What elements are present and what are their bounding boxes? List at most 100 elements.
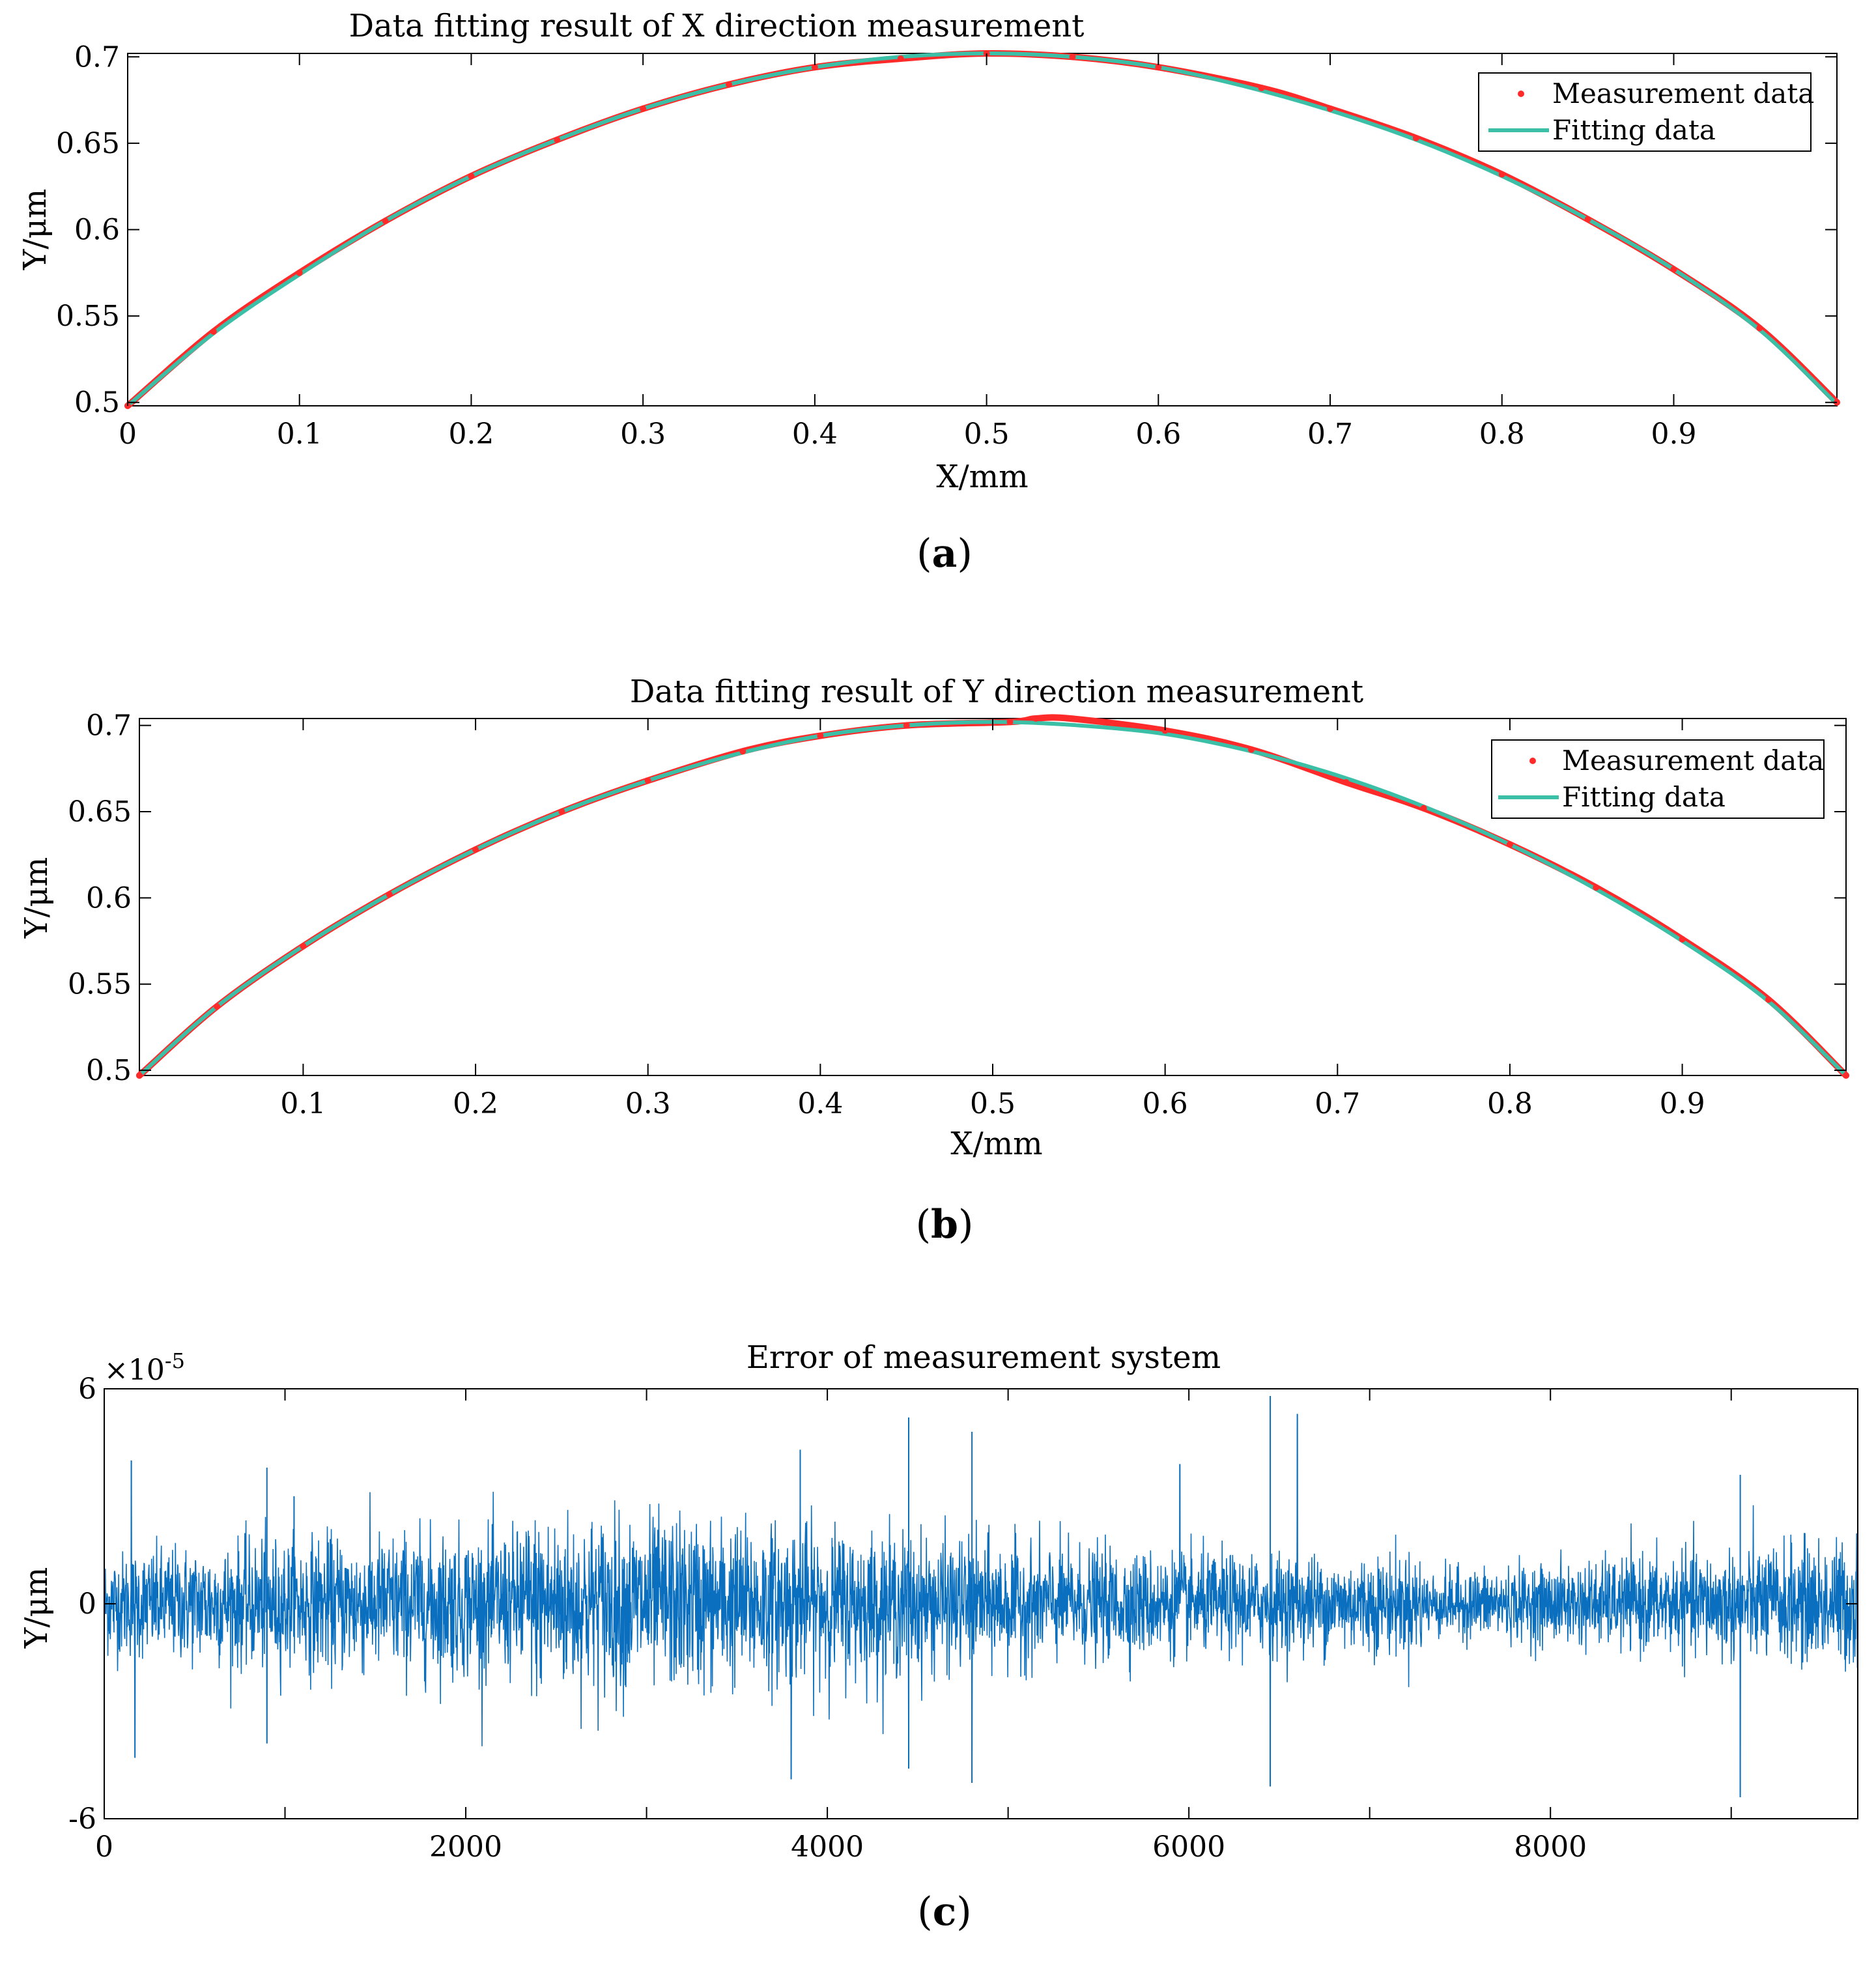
chart-title: Error of measurement system xyxy=(746,1339,1221,1376)
panel-b-chart: Data fitting result of Y direction measu… xyxy=(18,674,1849,1247)
measurement-point xyxy=(1327,106,1333,112)
figure: Data fitting result of X direction measu… xyxy=(0,0,1876,1964)
measurement-point xyxy=(136,1072,143,1079)
x-axis-label: X/mm xyxy=(950,1126,1042,1162)
x-tick-label: 0.8 xyxy=(1487,1087,1533,1120)
legend: Measurement data Fitting data xyxy=(1492,740,1824,818)
measurement-point xyxy=(1499,171,1505,178)
measurement-point xyxy=(558,808,565,815)
panel-label-a: (a) xyxy=(917,531,973,576)
x-tick-label: 0.6 xyxy=(1143,1087,1188,1120)
x-tick-label: 0.9 xyxy=(1651,418,1696,451)
legend-marker-measurement xyxy=(1518,91,1524,97)
measurement-point xyxy=(472,846,479,853)
x-tick-label: 0.8 xyxy=(1479,418,1525,451)
y-tick-label: 0.6 xyxy=(86,881,132,915)
x-tick-label: 0.7 xyxy=(1307,418,1353,451)
measurement-point xyxy=(1413,135,1419,141)
measurement-point xyxy=(214,1003,220,1010)
measurement-point xyxy=(382,218,389,224)
y-axis-label: Y/μm xyxy=(17,189,53,271)
measurement-point xyxy=(386,891,393,898)
x-tick-label: 0.2 xyxy=(448,418,494,451)
chart-title: Data fitting result of Y direction measu… xyxy=(630,674,1363,710)
x-tick-label: 0.4 xyxy=(797,1087,843,1120)
measurement-point xyxy=(1006,719,1013,725)
measurement-point xyxy=(210,328,217,335)
x-tick-label: 0.2 xyxy=(453,1087,498,1120)
measurement-point xyxy=(1258,85,1265,91)
y-tick-label: 0.65 xyxy=(56,127,120,160)
measurement-point xyxy=(1421,805,1427,812)
measurement-point xyxy=(1843,1072,1849,1079)
measurement-point xyxy=(1756,325,1763,332)
error-series-line xyxy=(104,1414,1857,1798)
legend-entry-fitting: Fitting data xyxy=(1562,781,1726,813)
y-tick-label: 0.5 xyxy=(86,1054,132,1087)
measurement-point xyxy=(1679,936,1686,943)
y-axis-label: Y/μm xyxy=(18,1567,55,1649)
measurement-point xyxy=(1507,841,1513,847)
panel-label-b-letter: b xyxy=(931,1202,958,1247)
legend-entry-measurement: Measurement data xyxy=(1552,78,1814,109)
x-tick-label: 0.1 xyxy=(277,418,322,451)
y-exponent-power: -5 xyxy=(165,1348,185,1373)
y-axis-exponent: ×10-5 xyxy=(104,1348,185,1387)
measurement-point xyxy=(903,722,910,729)
x-tick-label: 0.9 xyxy=(1660,1087,1705,1120)
measurement-point xyxy=(300,943,306,949)
y-exponent-base: ×10 xyxy=(104,1354,165,1387)
measurement-point xyxy=(739,748,746,754)
legend-entry-measurement: Measurement data xyxy=(1562,745,1824,776)
measurement-point xyxy=(1248,747,1255,753)
x-tick-label: 0 xyxy=(95,1830,113,1864)
legend-entry-fitting: Fitting data xyxy=(1552,114,1716,146)
y-tick-label: 0.55 xyxy=(56,300,120,333)
x-tick-label: 0.5 xyxy=(964,418,1010,451)
measurement-point xyxy=(640,106,646,112)
x-tick-label: 0.7 xyxy=(1315,1087,1360,1120)
x-tick-label: 2000 xyxy=(429,1830,502,1864)
measurement-point xyxy=(1593,884,1599,890)
x-tick-label: 0.5 xyxy=(970,1087,1016,1120)
measurement-point xyxy=(1765,997,1772,1003)
x-tick-label: 6000 xyxy=(1152,1830,1225,1864)
x-tick-label: 0.3 xyxy=(620,418,666,451)
y-tick-label: 0.5 xyxy=(74,386,120,420)
panel-label-c: (c) xyxy=(917,1889,971,1935)
panel-a-chart: Data fitting result of X direction measu… xyxy=(17,8,1840,576)
measurement-point xyxy=(1670,266,1677,272)
y-tick-label: -6 xyxy=(68,1802,96,1836)
legend-marker-measurement xyxy=(1529,758,1536,764)
x-axis-label: X/mm xyxy=(936,459,1028,495)
x-tick-label: 0.6 xyxy=(1135,418,1181,451)
measurement-point xyxy=(1032,715,1039,722)
legend: Measurement data Fitting data xyxy=(1479,73,1814,151)
chart-title: Data fitting result of X direction measu… xyxy=(349,8,1085,44)
measurement-point xyxy=(1069,53,1075,60)
x-tick-label: 0.3 xyxy=(625,1087,671,1120)
x-axis-ticks: 0 0.1 0.2 0.3 0.4 0.5 0.6 0.7 0.8 0.9 xyxy=(119,53,1696,451)
y-tick-label: 6 xyxy=(78,1373,96,1406)
y-axis-label: Y/μm xyxy=(18,857,55,939)
measurement-point xyxy=(296,270,303,276)
measurement-point xyxy=(1585,216,1591,223)
x-tick-label: 0 xyxy=(119,418,137,451)
y-tick-label: 0.65 xyxy=(68,795,132,829)
measurement-point xyxy=(1343,779,1350,786)
y-tick-label: 0.7 xyxy=(86,709,132,743)
measurement-point xyxy=(817,732,823,739)
y-tick-label: 0.6 xyxy=(74,214,120,247)
panel-c-chart: Error of measurement system ×10-5 0 2000 4… xyxy=(18,1339,1858,1935)
measurement-point xyxy=(1067,715,1073,722)
measurement-point xyxy=(554,137,560,143)
panel-label-b: (b) xyxy=(916,1202,974,1247)
panel-label-a-letter: a xyxy=(932,531,958,576)
y-tick-label: 0 xyxy=(78,1587,96,1621)
x-tick-label: 4000 xyxy=(791,1830,864,1864)
y-tick-label: 0.55 xyxy=(68,968,132,1001)
panel-label-c-letter: c xyxy=(933,1889,957,1935)
x-tick-label: 8000 xyxy=(1514,1830,1587,1864)
measurement-point xyxy=(645,777,651,784)
y-tick-label: 0.7 xyxy=(74,40,120,74)
